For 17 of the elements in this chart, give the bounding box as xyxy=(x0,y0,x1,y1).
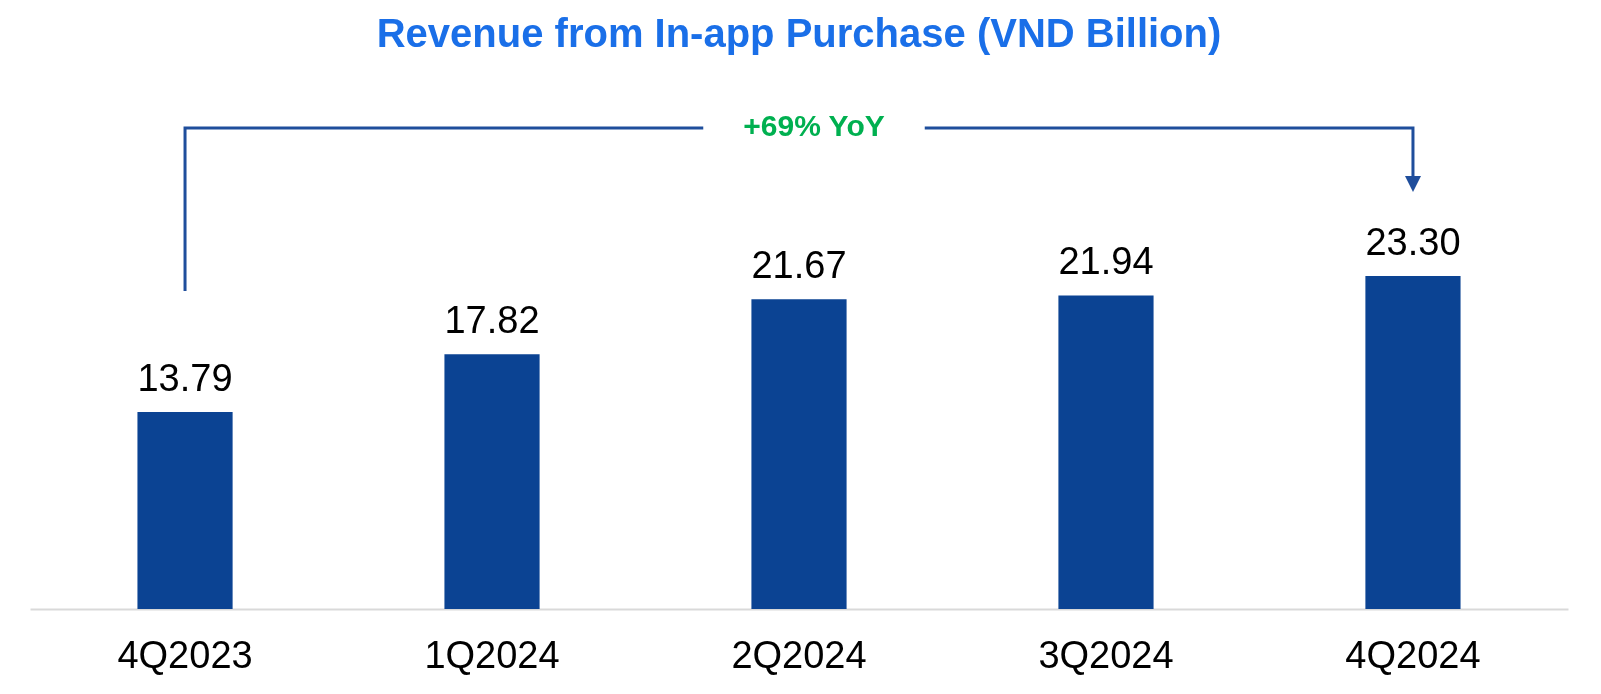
bar xyxy=(137,411,233,609)
data-label: 21.94 xyxy=(1058,240,1154,283)
x-tick-label: 4Q2024 xyxy=(1345,633,1481,676)
chart-title: Revenue from In-app Purchase (VND Billion) xyxy=(376,11,1222,55)
data-label: 23.30 xyxy=(1365,221,1461,263)
bar xyxy=(1058,295,1154,609)
data-label: 17.82 xyxy=(444,299,540,342)
x-tick-label: 4Q2023 xyxy=(117,633,253,676)
data-label: 21.67 xyxy=(751,244,847,287)
text: +69% YoY xyxy=(743,108,885,142)
x-tick-label: 1Q2024 xyxy=(424,633,560,676)
bar xyxy=(751,299,847,609)
x-tick-label: 3Q2024 xyxy=(1038,633,1174,676)
data-label: 13.79 xyxy=(137,356,233,399)
x-tick-label: 2Q2024 xyxy=(731,633,867,676)
bar xyxy=(444,354,540,609)
bar xyxy=(1365,276,1461,609)
